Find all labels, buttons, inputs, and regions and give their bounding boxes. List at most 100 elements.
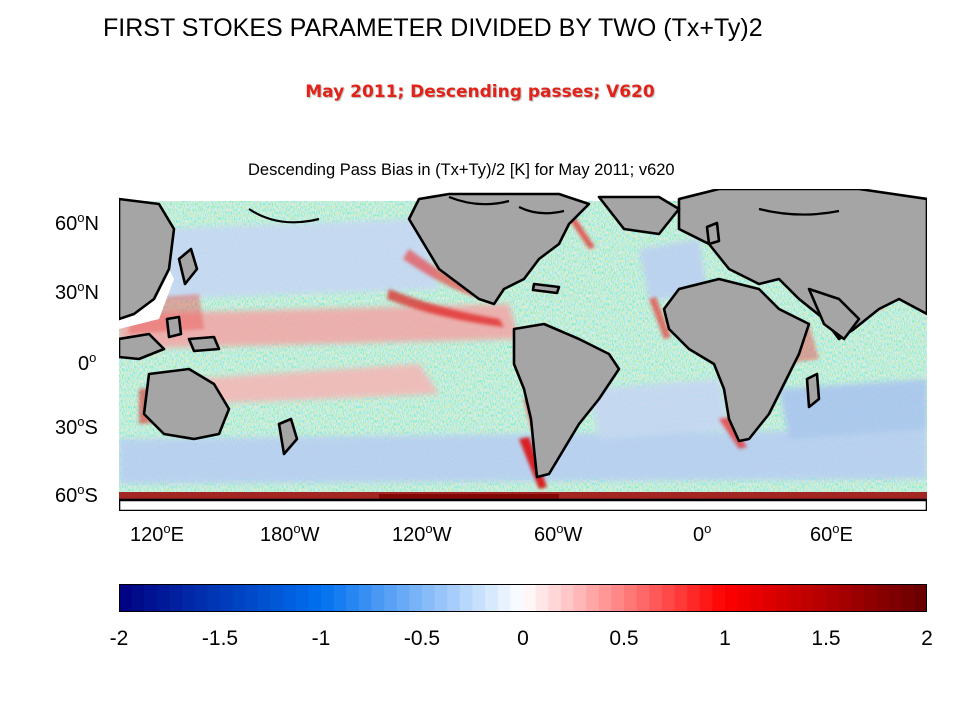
colorbar-cell: [649, 584, 663, 612]
colorbar-cell: [384, 584, 398, 612]
colorbar-cell: [333, 584, 347, 612]
africa: [662, 277, 811, 443]
colorbar-cell: [573, 584, 587, 612]
colorbar-cell: [131, 584, 145, 612]
colorbar-cell: [560, 584, 575, 612]
land: [119, 189, 927, 511]
colorbar-cell: [523, 584, 537, 612]
colorbar-cell: [598, 584, 612, 612]
bias-map-canvas: [119, 189, 927, 511]
greenland: [597, 195, 681, 236]
colorbar-cell: [636, 584, 650, 612]
colorbar-cell: [295, 584, 309, 612]
east-asia: [119, 197, 176, 321]
arctic-islands: [248, 195, 840, 224]
japan: [177, 247, 199, 286]
colorbar-cell: [737, 584, 751, 612]
colorbar-cell: [422, 584, 436, 612]
colorbar-cell: [624, 584, 638, 612]
colorbar-cell: [813, 584, 827, 612]
colorbar-cell: [485, 584, 499, 612]
colorbar-cell: [586, 584, 600, 612]
north-america: [407, 192, 591, 306]
colorbar-tick-label: 2: [921, 627, 933, 650]
colorbar-tick-label: -2: [109, 627, 129, 650]
lon-label-120w: 120oW: [392, 521, 452, 546]
colorbar-tick-label: -0.5: [403, 627, 441, 650]
lat-label-0: 0o: [78, 350, 97, 375]
colorbar-cell: [826, 584, 840, 612]
indonesia: [119, 332, 166, 361]
colorbar-cell: [409, 584, 423, 612]
colorbar-cell: [687, 584, 701, 612]
colorbar-cell: [207, 584, 221, 612]
colorbar-cell: [371, 584, 385, 612]
australia: [142, 367, 231, 441]
lat-label-60s: 60oS: [55, 482, 98, 507]
colorbar-cell: [510, 584, 524, 612]
colorbar-cell: [876, 584, 890, 612]
colorbar-tick-label: -1: [311, 627, 331, 650]
map-title: Descending Pass Bias in (Tx+Ty)/2 [K] fo…: [248, 161, 675, 179]
uk: [705, 221, 721, 246]
colorbar-cell: [712, 584, 726, 612]
colorbar-cell: [611, 584, 625, 612]
colorbar: [119, 584, 927, 612]
colorbar-cell: [548, 584, 562, 612]
colorbar-cell: [194, 584, 208, 612]
colorbar-tick-label: 1.5: [811, 627, 841, 650]
madagascar: [805, 372, 821, 409]
colorbar-tick-label: 0: [517, 627, 529, 650]
colorbar-cell: [535, 584, 549, 612]
colorbar-tick-label: 0.5: [609, 627, 639, 650]
colorbar-cell: [788, 584, 802, 612]
colorbar-cell: [156, 584, 171, 612]
slide-subtitle: May 2011; Descending passes; V620: [305, 82, 655, 102]
colorbar-cell: [396, 584, 410, 612]
colorbar-cell: [169, 584, 183, 612]
colorbar-cell: [800, 584, 814, 612]
colorbar-cell: [447, 584, 461, 612]
south-america: [512, 322, 621, 479]
bias-map: [119, 189, 927, 511]
colorbar-cell: [725, 584, 739, 612]
colorbar-tick-label: -1.5: [201, 627, 239, 650]
colorbar-cell: [182, 584, 196, 612]
colorbar-cell: [851, 584, 865, 612]
colorbar-cell: [863, 584, 878, 612]
slide-title: FIRST STOKES PARAMETER DIVIDED BY TWO (T…: [103, 14, 763, 42]
colorbar-cell: [257, 584, 272, 612]
colorbar-cell: [308, 584, 322, 612]
colorbar-cell: [889, 584, 903, 612]
colorbar-cell: [661, 584, 676, 612]
colorbar-cell: [283, 584, 297, 612]
new-zealand: [277, 417, 299, 456]
colorbar-cell: [434, 584, 448, 612]
colorbar-cell: [321, 584, 335, 612]
caribbean: [531, 282, 561, 295]
colorbar-cell: [232, 584, 246, 612]
colorbar-cell: [838, 584, 852, 612]
lat-label-30s: 30oS: [55, 414, 98, 439]
colorbar-cell: [346, 584, 360, 612]
colorbar-cell: [144, 584, 158, 612]
colorbar-cell: [775, 584, 789, 612]
lat-label-60n: 60oN: [55, 210, 99, 235]
colorbar-cell: [459, 584, 474, 612]
lon-label-0: 0o: [693, 521, 712, 546]
colorbar-cell: [674, 584, 688, 612]
colorbar-cell: [497, 584, 511, 612]
colorbar-cell: [750, 584, 764, 612]
lon-label-60w: 60oW: [534, 521, 583, 546]
lon-label-60e: 60oE: [810, 521, 853, 546]
colorbar-cell: [358, 584, 373, 612]
colorbar-tick-label: 1: [719, 627, 731, 650]
colorbar-cell: [699, 584, 713, 612]
lon-label-180w: 180oW: [260, 521, 320, 546]
colorbar-cell: [220, 584, 234, 612]
colorbar-cell: [119, 584, 133, 612]
antarctica: [119, 498, 927, 511]
colorbar-cell: [901, 584, 915, 612]
colorbar-cell: [914, 584, 927, 612]
colorbar-cell: [762, 584, 777, 612]
